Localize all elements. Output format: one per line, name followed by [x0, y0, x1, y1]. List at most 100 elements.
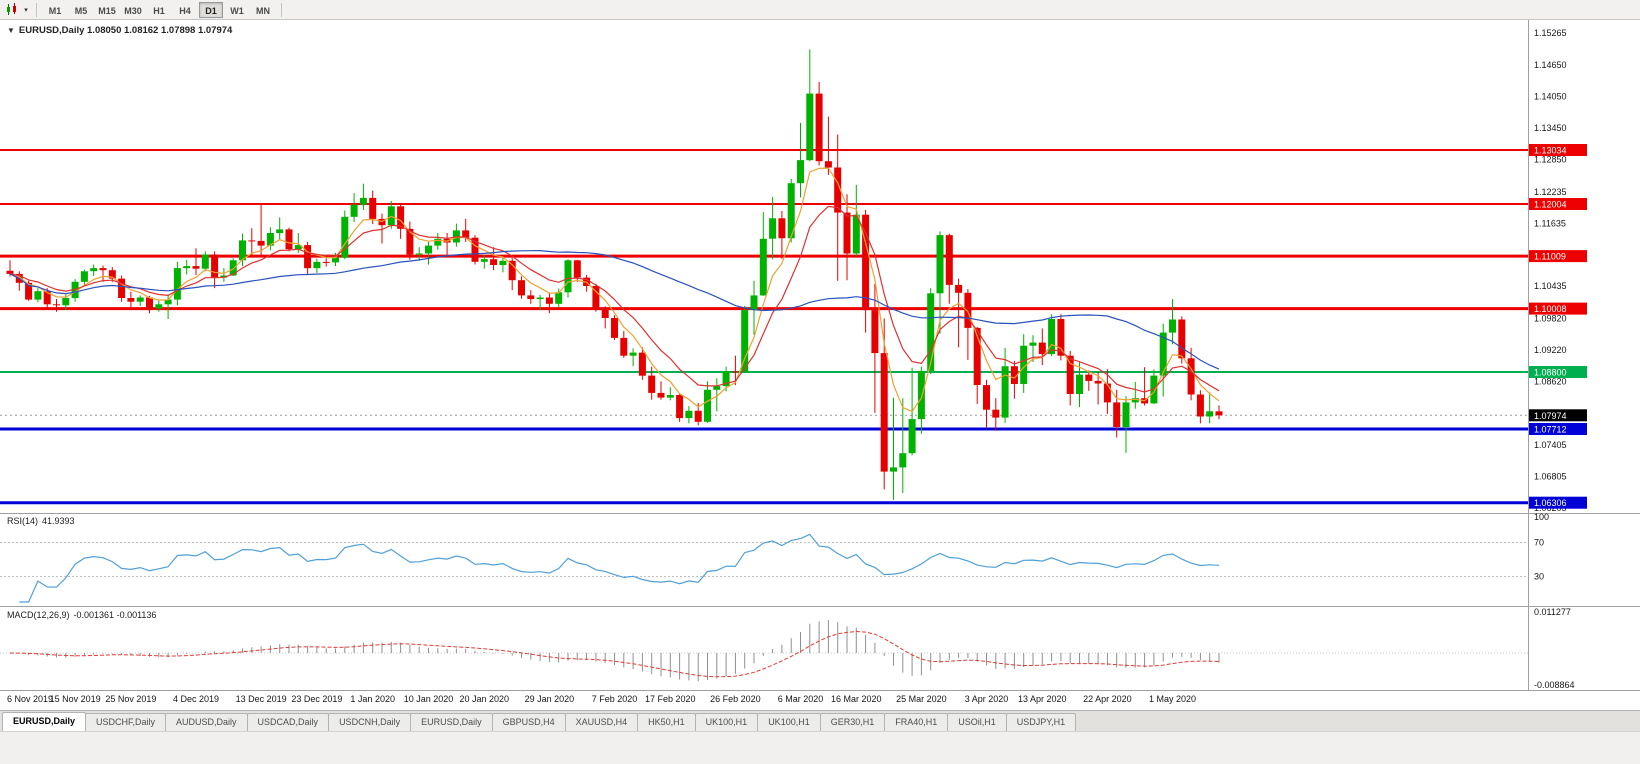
candlestick-chart-icon[interactable]	[3, 2, 21, 18]
ema-10-line	[9, 205, 1220, 393]
chart-tab[interactable]: USDCNH,Daily	[328, 713, 412, 731]
time-axis[interactable]	[0, 691, 1528, 710]
current-price-box	[1529, 409, 1587, 422]
hline-1.12004-box-label: 1.12004	[1534, 199, 1567, 209]
toolbar-separator	[36, 2, 37, 17]
hline-1.10008-box	[1529, 302, 1587, 315]
date-label: 6 Mar 2020	[778, 694, 824, 704]
macd-signal-line	[9, 630, 1220, 678]
chart-tab[interactable]: USDJPY,H1	[1005, 713, 1077, 731]
chart-tab[interactable]: EURUSD,Daily	[2, 712, 87, 731]
date-label: 22 Apr 2020	[1083, 694, 1132, 704]
hline-1.08800-box-label: 1.08800	[1534, 367, 1567, 377]
chart-tab[interactable]: FRA40,H1	[884, 713, 949, 731]
rsi-scale-tick: 30	[1534, 572, 1544, 582]
timeframe-button-m30[interactable]: M30	[124, 5, 142, 16]
hline-1.12004-box	[1529, 198, 1587, 210]
price-tick: 1.09820	[1534, 313, 1567, 323]
chart-dropdown-caret-icon[interactable]: ▾	[24, 6, 28, 14]
price-tick: 1.10435	[1534, 281, 1567, 291]
horizontal-line-objects	[0, 149, 1528, 505]
date-label: 13 Dec 2019	[236, 694, 287, 704]
date-label: 3 Apr 2020	[965, 694, 1009, 704]
chart-tab[interactable]: AUDUSD,Daily	[165, 713, 248, 731]
price-tick: 1.13450	[1534, 123, 1567, 133]
sma-40-line	[9, 249, 1220, 370]
rsi-panel[interactable]	[0, 514, 1528, 606]
date-label: 7 Feb 2020	[592, 694, 638, 704]
macd-value: -0.001361 -0.001136	[73, 610, 157, 620]
price-tick: 1.14050	[1534, 92, 1567, 102]
timeframe-button-h1[interactable]: H1	[153, 5, 165, 16]
date-label: 16 Mar 2020	[831, 694, 882, 704]
date-label: 29 Jan 2020	[525, 694, 575, 704]
date-label: 6 Nov 2019	[7, 694, 53, 704]
chart-tab[interactable]: USDCAD,Daily	[246, 713, 330, 731]
hline-1.13034-box	[1529, 144, 1587, 156]
moving-averages-layer	[9, 167, 1220, 413]
hline-1.06306-box-label: 1.06306	[1534, 498, 1567, 508]
ema-5-line	[9, 167, 1220, 413]
timeframe-button-m5[interactable]: M5	[74, 5, 88, 16]
date-label: 10 Jan 2020	[404, 694, 454, 704]
chart-tab[interactable]: XAUUSD,H4	[564, 713, 639, 731]
rsi-line	[19, 533, 1220, 603]
timeframe-button-mn[interactable]: MN	[256, 5, 270, 16]
chart-title: ▼ EURUSD,Daily 1.08050 1.08162 1.07898 1…	[7, 25, 232, 36]
one-click-trading-icon[interactable]: ▼	[7, 26, 15, 35]
date-label: 26 Feb 2020	[710, 694, 761, 704]
date-label: 4 Dec 2019	[173, 694, 219, 704]
date-label: 25 Mar 2020	[896, 694, 947, 704]
price-tick: 1.15265	[1534, 28, 1567, 38]
rsi-scale-tick: 100	[1534, 512, 1549, 522]
date-label: 25 Nov 2019	[105, 694, 156, 704]
chart-tab[interactable]: GBPUSD,H4	[491, 713, 566, 731]
price-tick: 1.12235	[1534, 187, 1567, 197]
timeframe-buttons: M1 M5 M15 M30 H1 H4 D1 W1 MN	[42, 1, 276, 18]
chart-tab[interactable]: UK100,H1	[694, 713, 759, 731]
rsi-name: RSI(14)	[7, 516, 39, 526]
macd-panel[interactable]	[0, 607, 1528, 690]
date-label: 20 Jan 2020	[460, 694, 510, 704]
top-toolbar: ▾ M1 M5 M15 M30 H1 H4 D1 W1 MN	[0, 0, 1640, 20]
date-label: 13 Apr 2020	[1018, 694, 1067, 704]
chart-tab[interactable]: HK50,H1	[637, 713, 696, 731]
chart-window: 1.15265 1.14650 1.14050 1.13450 1.12850 1.122…	[0, 20, 1640, 710]
price-tick: 1.09220	[1534, 345, 1567, 355]
timeframe-button-h4[interactable]: H4	[179, 5, 191, 16]
hline-1.11009-box	[1529, 250, 1587, 263]
timeframe-button-m1[interactable]: M1	[48, 5, 62, 16]
date-label: 23 Dec 2019	[291, 694, 342, 704]
price-tick: 1.11635	[1534, 218, 1566, 228]
hline-1.13034-box-label: 1.13034	[1534, 145, 1567, 155]
rsi-value: 41.9393	[42, 516, 75, 526]
candlestick-chart-glyph	[7, 3, 16, 15]
hline-1.06306-box	[1529, 496, 1587, 509]
macd-name: MACD(12,26,9)	[7, 610, 70, 620]
candles-layer	[6, 49, 1223, 500]
chart-tab[interactable]: USOil,H1	[947, 713, 1007, 731]
main-chart-area[interactable]	[0, 20, 1528, 513]
price-label-boxes: 1.13034 1.12004 1.11009 1.10008 1.08800 1.077…	[1529, 144, 1587, 509]
status-bar	[0, 731, 1640, 764]
price-chart-canvas[interactable]: 1.15265 1.14650 1.14050 1.13450 1.12850 1.122…	[0, 20, 1640, 710]
price-tick: 1.08620	[1534, 376, 1567, 386]
chart-tab[interactable]: USDCHF,Daily	[85, 713, 167, 731]
date-label: 1 Jan 2020	[350, 694, 395, 704]
current-price-box-label: 1.07974	[1534, 411, 1567, 421]
chart-tab[interactable]: GER30,H1	[819, 713, 886, 731]
price-scale[interactable]	[1528, 20, 1640, 691]
macd-scale-min: -0.008864	[1534, 680, 1575, 690]
macd-layer	[0, 620, 1528, 682]
hline-1.08800-box	[1529, 366, 1587, 378]
chart-tab[interactable]: EURUSD,Daily	[410, 713, 493, 731]
time-axis-labels: 6 Nov 201915 Nov 2019 25 Nov 2019 4 Dec 20…	[7, 694, 1196, 704]
panel-separators	[0, 20, 1640, 691]
timeframe-button-m15[interactable]: M15	[98, 5, 116, 16]
hline-1.10008-box-label: 1.10008	[1534, 304, 1567, 314]
price-tick: 1.06805	[1534, 472, 1567, 482]
chart-tab[interactable]: UK100,H1	[757, 713, 821, 731]
timeframe-button-d1[interactable]: D1	[199, 1, 223, 18]
date-label: 1 May 2020	[1149, 694, 1196, 704]
timeframe-button-w1[interactable]: W1	[230, 5, 244, 16]
